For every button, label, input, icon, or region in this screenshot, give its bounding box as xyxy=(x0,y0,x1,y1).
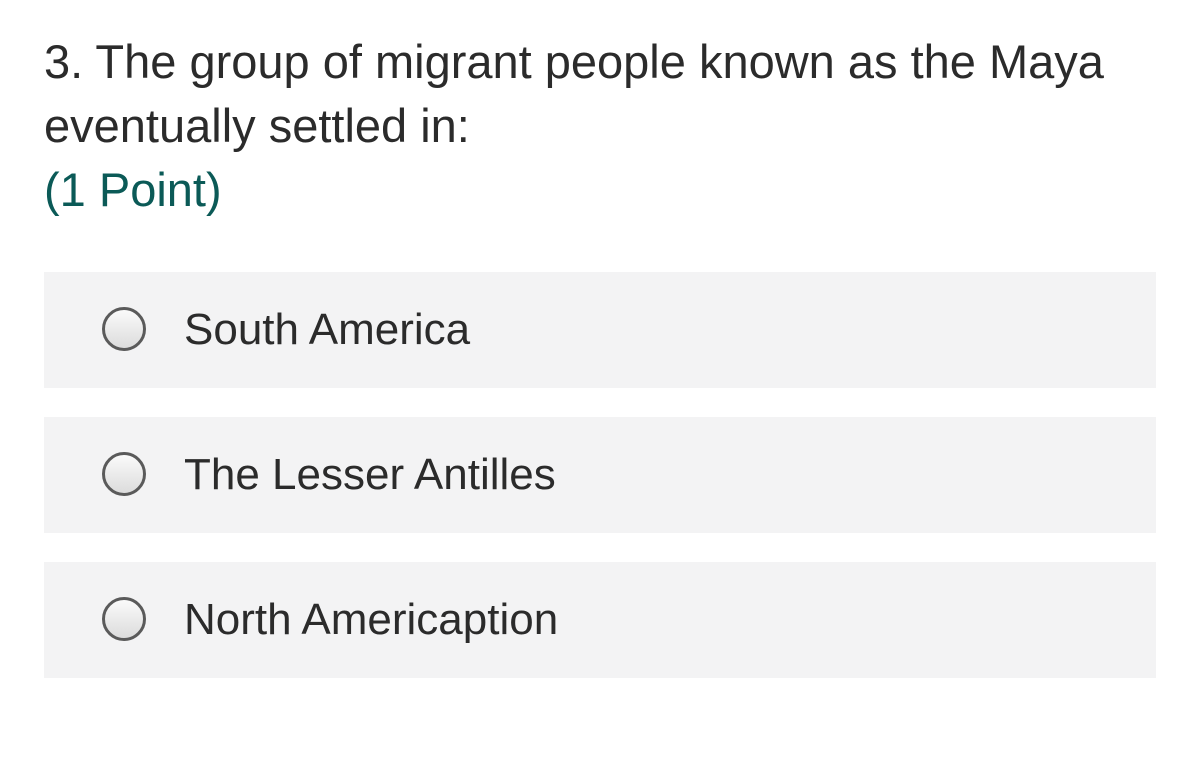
option-label[interactable]: North Americaption xyxy=(184,595,559,644)
radio-button[interactable] xyxy=(102,452,146,496)
question-points: (1 Point) xyxy=(44,163,222,216)
radio-button[interactable] xyxy=(102,307,146,351)
option-label[interactable]: South America xyxy=(184,305,471,354)
radio-button[interactable] xyxy=(102,597,146,641)
option-label[interactable]: The Lesser Antilles xyxy=(184,450,556,499)
option[interactable]: The Lesser Antilles xyxy=(44,417,1156,533)
question-title: 3. The group of migrant people known as … xyxy=(44,35,1104,152)
option[interactable]: South America xyxy=(44,272,1156,388)
option[interactable]: North Americaption xyxy=(44,562,1156,678)
